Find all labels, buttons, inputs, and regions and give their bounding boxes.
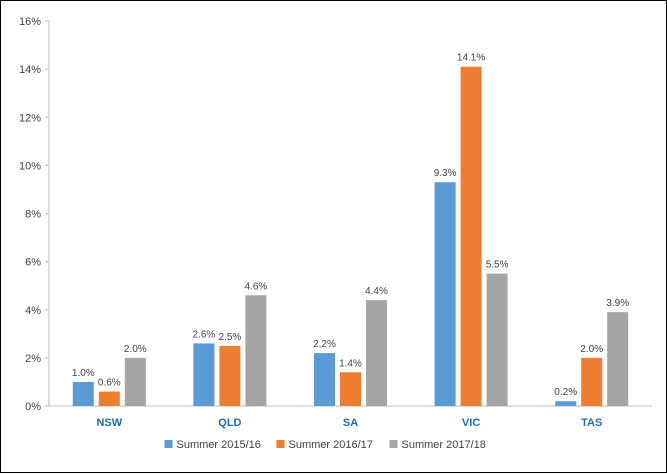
x-category-label: TAS [581, 417, 602, 429]
y-tick-label: 6% [25, 257, 41, 269]
data-label: 2.2% [313, 339, 336, 350]
x-category-label: SA [343, 417, 358, 429]
data-label: 4.4% [365, 286, 388, 297]
bar [219, 345, 241, 406]
bar [98, 391, 120, 406]
legend-label: Summer 2017/18 [402, 439, 486, 451]
data-label: 1.4% [339, 358, 362, 369]
data-label: 2.6% [193, 329, 216, 340]
y-tick-label: 12% [19, 112, 41, 124]
data-label: 3.9% [606, 298, 629, 309]
y-tick-label: 14% [19, 64, 41, 76]
bar [555, 401, 577, 406]
x-category-label: QLD [218, 417, 241, 429]
x-category-label: NSW [96, 417, 122, 429]
legend-swatch [164, 440, 173, 448]
bar [245, 295, 267, 406]
data-label: 0.6% [98, 378, 121, 389]
data-label: 2.5% [219, 332, 242, 343]
data-label: 4.6% [245, 281, 268, 292]
bar [72, 381, 94, 406]
bar [314, 353, 335, 406]
data-label: 2.0% [580, 344, 603, 355]
bar [193, 343, 215, 406]
bar [434, 182, 456, 406]
y-tick-label: 10% [19, 160, 41, 172]
bar [581, 357, 603, 406]
y-tick-label: 8% [25, 209, 41, 221]
bar [366, 300, 387, 406]
data-label: 0.2% [554, 387, 577, 398]
bar [124, 357, 146, 406]
data-label: 14.1% [457, 53, 485, 64]
y-tick-label: 0% [25, 401, 41, 413]
bar [340, 372, 361, 406]
bar [460, 66, 482, 406]
legend-label: Summer 2015/16 [177, 439, 261, 451]
data-label: 1.0% [72, 368, 95, 379]
y-tick-label: 2% [25, 353, 41, 365]
data-label: 5.5% [486, 260, 509, 271]
y-tick-label: 4% [25, 305, 41, 317]
legend-swatch [389, 440, 398, 448]
bar [486, 273, 508, 406]
legend-swatch [276, 440, 285, 448]
data-label: 2.0% [124, 344, 147, 355]
bar [607, 312, 629, 406]
y-tick-label: 16% [19, 16, 41, 28]
x-category-label: VIC [462, 417, 480, 429]
data-label: 9.3% [434, 168, 457, 179]
legend-label: Summer 2016/17 [289, 439, 373, 451]
